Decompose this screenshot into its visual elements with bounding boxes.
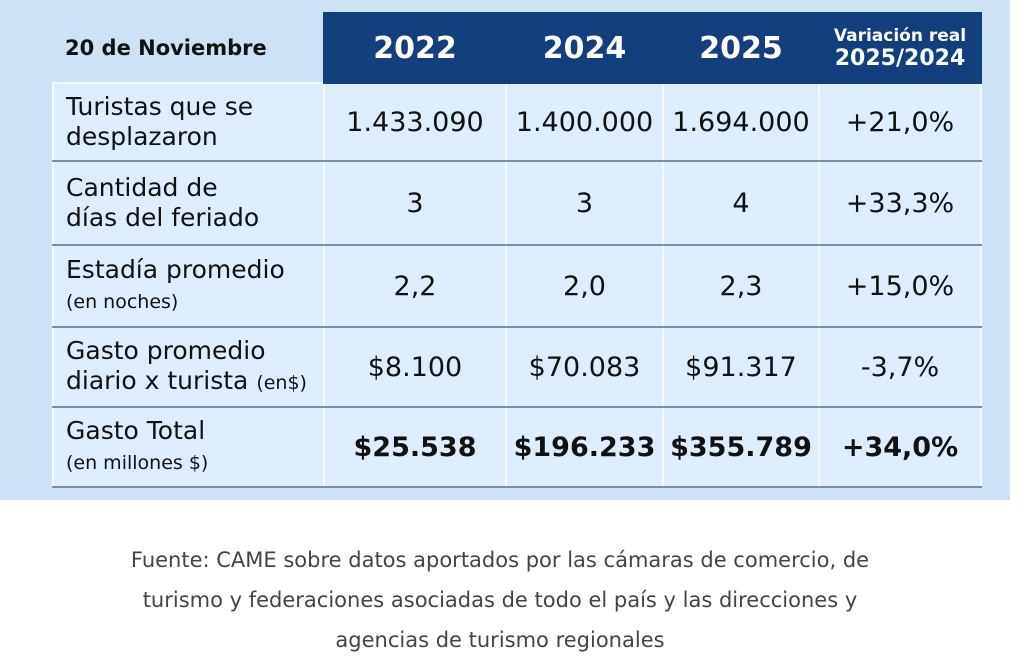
- year-header: 2024: [505, 12, 664, 84]
- value-cell: $25.538: [323, 406, 507, 488]
- table-row: Gasto promedio diario x turista (en$) $8.1…: [52, 326, 982, 408]
- table: 20 de Noviembre 2022 2024 2025 Variación…: [52, 12, 982, 488]
- value-cell: $8.100: [323, 326, 507, 408]
- value-cell: 3: [505, 160, 664, 246]
- value-cell: 2,0: [505, 244, 664, 328]
- corner-cell: 20 de Noviembre: [53, 13, 324, 83]
- value-cell: 1.433.090: [323, 82, 507, 162]
- label-line: días del feriado: [66, 203, 260, 232]
- label-line: Estadía promedio: [66, 255, 285, 284]
- value-cell: +21,0%: [818, 82, 982, 162]
- value-cell: 2,2: [323, 244, 507, 328]
- label-line: diario x turista: [66, 366, 249, 395]
- header-row: 20 de Noviembre 2022 2024 2025 Variación…: [53, 12, 982, 84]
- table-row: Cantidad de días del feriado 3 3 4 +33,3%: [52, 160, 982, 246]
- row-label: Gasto Total (en millones $): [52, 406, 325, 488]
- label-note: (en millones $): [66, 452, 209, 474]
- variation-header: Variación real 2025/2024: [818, 12, 982, 84]
- value-cell: $70.083: [505, 326, 664, 408]
- label-note: (en noches): [66, 291, 179, 313]
- label-line: desplazaron: [66, 122, 218, 151]
- label-line: Gasto Total: [66, 416, 206, 445]
- value-cell: $196.233: [505, 406, 664, 488]
- table-panel: 20 de Noviembre 2022 2024 2025 Variación…: [0, 0, 1010, 500]
- label-note: (en$): [256, 372, 307, 394]
- label-line: Turistas que se: [66, 92, 254, 121]
- value-cell: +15,0%: [818, 244, 982, 328]
- table-body: 20 de Noviembre 2022 2024 2025 Variación…: [52, 12, 982, 488]
- table-row: Gasto Total (en millones $) $25.538 $196.23…: [52, 406, 982, 488]
- value-cell: $91.317: [662, 326, 820, 408]
- label-line: Cantidad de: [66, 173, 218, 202]
- value-cell: -3,7%: [818, 326, 982, 408]
- caption: Fuente: CAME sobre datos aportados por l…: [0, 540, 1000, 660]
- table-row: Turistas que se desplazaron 1.433.090 1.400…: [52, 82, 982, 162]
- year-header: 2022: [323, 12, 507, 84]
- value-cell: +34,0%: [818, 406, 982, 488]
- value-cell: 1.400.000: [505, 82, 664, 162]
- row-label: Cantidad de días del feriado: [52, 160, 325, 246]
- label-line: Gasto promedio: [66, 336, 266, 365]
- year-header: 2025: [662, 12, 820, 84]
- table-row: Estadía promedio (en noches) 2,2 2,0 2,3 +15,…: [52, 244, 982, 328]
- caption-line: Fuente: CAME sobre datos aportados por l…: [130, 548, 870, 572]
- caption-line: turismo y federaciones asociadas de todo…: [142, 588, 858, 612]
- row-label: Turistas que se desplazaron: [52, 82, 325, 162]
- variation-period: 2025/2024: [834, 45, 966, 71]
- row-label: Gasto promedio diario x turista (en$): [52, 326, 325, 408]
- value-cell: 4: [662, 160, 820, 246]
- row-label: Estadía promedio (en noches): [52, 244, 325, 328]
- value-cell: $355.789: [662, 406, 820, 488]
- value-cell: 2,3: [662, 244, 820, 328]
- value-cell: +33,3%: [818, 160, 982, 246]
- caption-line: agencias de turismo regionales: [335, 628, 665, 652]
- value-cell: 3: [323, 160, 507, 246]
- variation-title: Variación real: [833, 25, 967, 46]
- value-cell: 1.694.000: [662, 82, 820, 162]
